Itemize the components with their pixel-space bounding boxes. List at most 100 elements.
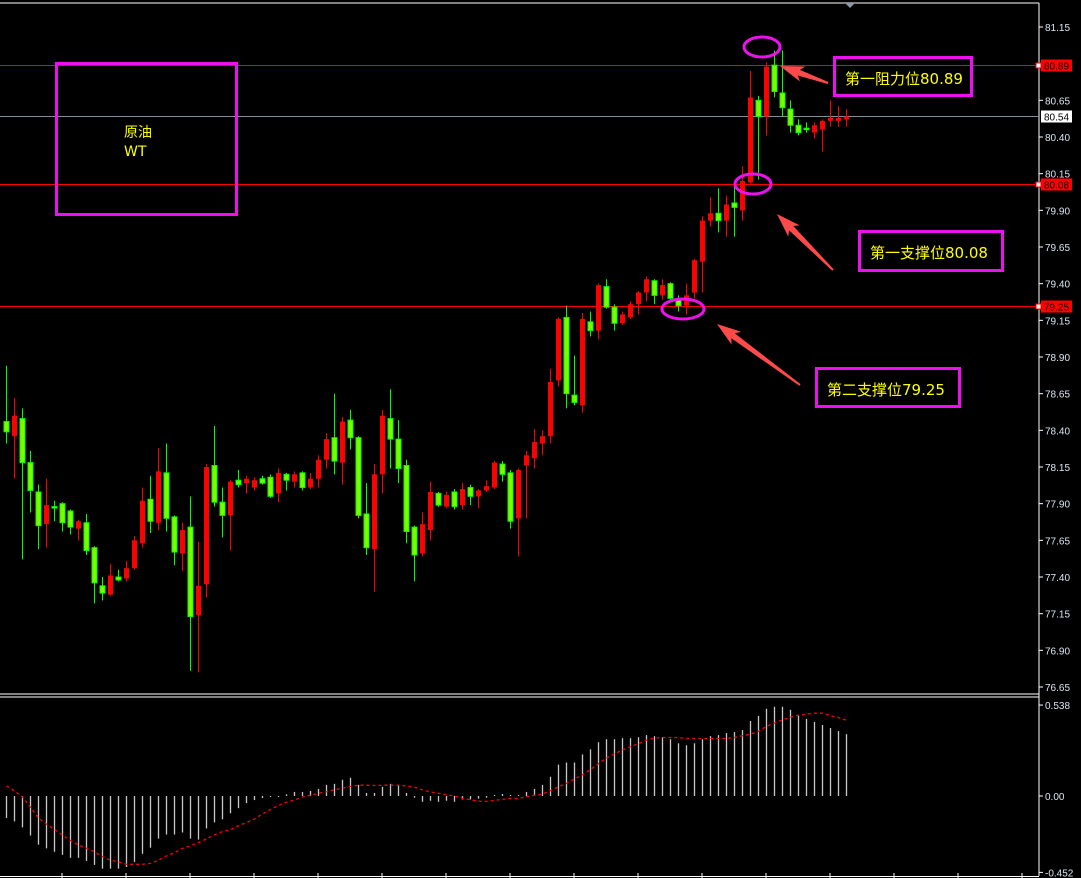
macd-axis-label: 0.538 [1045, 701, 1070, 712]
candle [140, 487, 145, 548]
candle-body [492, 462, 497, 488]
chart-frame [0, 2, 1040, 878]
candle-body [235, 479, 242, 486]
candle-body [667, 283, 674, 299]
candle [844, 109, 849, 127]
price-axis-label: 76.65 [1045, 683, 1070, 694]
macd-axis-label: 0.00 [1045, 792, 1065, 803]
candle-body [156, 471, 161, 523]
candle-body [444, 494, 449, 507]
candle-body [748, 97, 753, 183]
candle-body [516, 469, 521, 519]
candle-body [19, 418, 26, 464]
price-axis-label: 76.90 [1045, 646, 1070, 657]
candle [196, 541, 201, 673]
price-tag [1041, 110, 1072, 123]
support-1-box: 第一支撑位80.08 [858, 230, 1004, 272]
candle-body [211, 465, 218, 503]
candle [324, 433, 329, 469]
symbol-name: 原油 [124, 125, 152, 141]
candle [667, 282, 674, 300]
candle-body [844, 116, 849, 120]
candle-body [715, 212, 722, 222]
candle [828, 100, 833, 127]
price-tag [1041, 178, 1072, 191]
candle-body [548, 381, 553, 437]
candle-body [147, 498, 154, 522]
candle-body [316, 459, 321, 479]
candle [156, 447, 161, 531]
candle-body [267, 476, 274, 497]
candle-body [51, 506, 58, 509]
support-2-box: 第二支撑位79.25 [815, 367, 961, 408]
candle-body [580, 318, 585, 406]
candle-body [363, 513, 370, 549]
candle-body [163, 472, 170, 519]
candle [779, 50, 786, 117]
candle-body [252, 480, 257, 488]
candle-body [395, 438, 402, 469]
candle-body [651, 280, 658, 296]
annotation-marks [660, 35, 834, 386]
candle-body [435, 492, 442, 506]
symbol-code: WT [124, 144, 147, 160]
candle [259, 475, 266, 485]
candle [276, 468, 281, 503]
candle [299, 471, 306, 491]
candle-body [628, 304, 633, 318]
price-axis-label: 78.15 [1045, 463, 1070, 474]
candle [363, 483, 370, 555]
candle-body [571, 394, 578, 403]
candle-body [764, 66, 769, 117]
candle [708, 197, 713, 227]
price-axis-label: 80.65 [1045, 96, 1070, 107]
candle-body [731, 202, 738, 208]
candle [563, 305, 570, 409]
candle-body [603, 286, 610, 308]
candle [35, 484, 42, 550]
candle-body [196, 585, 201, 616]
candle-body [708, 213, 713, 221]
candle-body [340, 421, 345, 463]
candle [467, 484, 474, 506]
candle [787, 100, 794, 133]
candle [187, 496, 194, 671]
highlight-circle [742, 35, 782, 59]
candle [132, 535, 137, 570]
candle [219, 487, 226, 538]
price-line-handle [1035, 181, 1042, 188]
symbol-annotation-box: 原油 WT [55, 62, 238, 216]
price-axis-label: 80.40 [1045, 133, 1070, 144]
candle-body [228, 481, 233, 516]
price-axis-label: 77.40 [1045, 573, 1070, 584]
candle-body [692, 260, 697, 293]
candle [59, 502, 66, 532]
candle [395, 420, 402, 484]
candle [3, 365, 10, 444]
price-axis-label: 77.15 [1045, 610, 1070, 621]
candle [83, 513, 90, 555]
candle-body [540, 436, 545, 444]
price-axis-label: 80.15 [1045, 170, 1070, 181]
price-tag-label: 80.54 [1044, 113, 1069, 124]
candle-body [700, 220, 705, 262]
candle-body [779, 92, 786, 109]
arrow-to-support-1-icon [777, 214, 834, 271]
candle-body [108, 575, 113, 595]
candle-body [499, 463, 506, 475]
candle [283, 472, 290, 491]
candle-body [180, 530, 185, 554]
candle-body [140, 500, 145, 544]
candle-body [44, 505, 49, 525]
candle [476, 489, 481, 509]
price-tag [1041, 59, 1072, 72]
candle-body [372, 474, 377, 550]
support-1-label: 第一支撑位80.08 [870, 244, 988, 262]
candle [180, 522, 185, 572]
candle [460, 483, 465, 510]
candle [620, 311, 625, 325]
price-tag-label: 79.25 [1044, 303, 1069, 314]
candle-body [556, 318, 561, 381]
price-axis: 80.89 80.54 80.08 79.25 81.15 80.65 80.40 80.15… [1035, 23, 1074, 878]
